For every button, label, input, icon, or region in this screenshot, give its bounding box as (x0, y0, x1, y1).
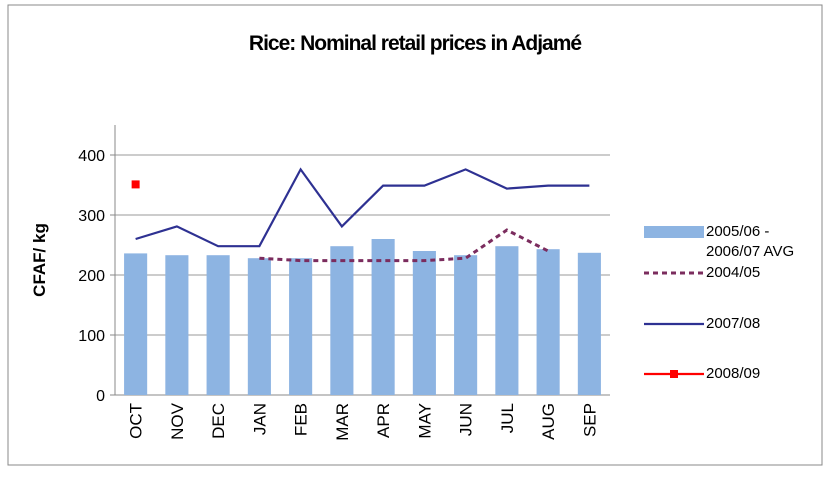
x-tick-label: DEC (209, 403, 228, 439)
marker (131, 180, 140, 189)
bar (165, 255, 189, 395)
legend-label: 2005/06 - 2006/07 AVG (706, 223, 795, 260)
bar (371, 239, 395, 395)
legend-label: 2004/05 (706, 264, 761, 281)
y-tick-label: 0 (96, 388, 105, 405)
legend-marker (670, 370, 678, 378)
bar (495, 246, 519, 395)
bar (289, 258, 313, 395)
bar (247, 258, 271, 395)
x-tick-label: FEB (292, 403, 311, 436)
x-tick-label: APR (374, 403, 393, 438)
y-tick-label: 200 (78, 268, 105, 285)
bar (124, 253, 148, 395)
y-tick-label: 100 (78, 328, 105, 345)
bar (577, 252, 601, 395)
y-tick-label: 300 (78, 208, 105, 225)
x-tick-label: JUN (457, 403, 476, 436)
y-tick-label: 400 (78, 148, 105, 165)
x-tick-label: JUL (498, 403, 517, 433)
x-tick-label: NOV (168, 402, 187, 440)
bar (454, 255, 478, 395)
x-tick-label: JAN (250, 403, 269, 435)
bar (206, 255, 230, 395)
y-axis-label: CFAF/ kg (30, 223, 49, 297)
line (135, 167, 590, 248)
x-tick-label: SEP (580, 403, 599, 437)
legend-label: 2007/08 (706, 315, 761, 332)
bar (330, 246, 354, 395)
bar (412, 251, 436, 395)
x-tick-label: MAR (333, 403, 352, 441)
legend-swatch (644, 226, 704, 238)
x-tick-label: OCT (127, 403, 146, 439)
bar (536, 249, 560, 395)
chart-title: Rice: Nominal retail prices in Adjamé (249, 32, 581, 55)
x-tick-label: AUG (539, 403, 558, 440)
x-tick-label: MAY (415, 403, 434, 439)
line (259, 228, 549, 263)
legend-label: 2008/09 (706, 365, 761, 382)
